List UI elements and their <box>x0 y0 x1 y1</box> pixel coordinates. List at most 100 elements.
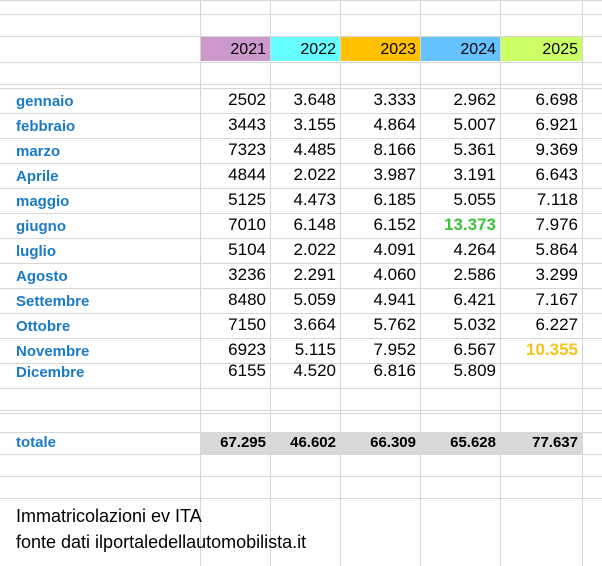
grid-row-line <box>0 238 602 239</box>
cell-value[interactable]: 7.167 <box>535 290 578 309</box>
grid-row-line <box>0 0 602 1</box>
cell-value[interactable]: 7.118 <box>536 190 578 209</box>
total-cell[interactable]: 66.309 <box>341 432 420 454</box>
cell-value[interactable]: 7323 <box>228 140 266 159</box>
cell-value[interactable]: 5.361 <box>453 140 496 159</box>
year-header-2024[interactable]: 2024 <box>421 37 500 61</box>
month-label[interactable]: marzo <box>16 143 61 160</box>
cell-value[interactable]: 2.022 <box>293 165 336 184</box>
cell-value[interactable]: 3.664 <box>293 315 336 334</box>
cell-value[interactable]: 3.299 <box>535 265 578 284</box>
cell-value[interactable]: 5.864 <box>535 240 578 259</box>
note-title[interactable]: Immatricolazioni ev ITA <box>16 506 202 526</box>
cell-value[interactable]: 7.952 <box>373 340 416 359</box>
grid-row-line <box>0 498 602 499</box>
cell-value[interactable]: 6.227 <box>535 315 578 334</box>
grid-row-line <box>0 476 602 477</box>
grid-row-line <box>0 84 602 85</box>
month-label[interactable]: Agosto <box>16 268 68 285</box>
cell-value[interactable]: 4.520 <box>293 361 336 380</box>
cell-value[interactable]: 2502 <box>228 90 266 109</box>
grid-column-line <box>420 0 421 566</box>
month-label[interactable]: Dicembre <box>16 364 85 381</box>
cell-value[interactable]: 2.586 <box>453 265 496 284</box>
note-source[interactable]: fonte dati ilportaledellautomobilista.it <box>16 532 307 552</box>
cell-value[interactable]: 3236 <box>228 265 266 284</box>
cell-value[interactable]: 3443 <box>228 115 266 134</box>
cell-value[interactable]: 9.369 <box>535 140 578 159</box>
year-header-2023[interactable]: 2023 <box>341 37 420 61</box>
cell-value[interactable]: 13.373 <box>444 215 496 234</box>
total-label[interactable]: totale <box>16 434 57 451</box>
grid-row-line <box>0 213 602 214</box>
grid-row-line <box>0 138 602 139</box>
cell-value[interactable]: 3.987 <box>373 165 416 184</box>
month-label[interactable]: Novembre <box>16 343 90 360</box>
cell-value[interactable]: 6.185 <box>373 190 416 209</box>
grid-row-line <box>0 410 602 411</box>
cell-value[interactable]: 4.060 <box>373 265 416 284</box>
cell-value[interactable]: 3.648 <box>293 90 336 109</box>
month-label[interactable]: gennaio <box>16 93 74 110</box>
cell-value[interactable]: 7010 <box>228 215 266 234</box>
month-label[interactable]: luglio <box>16 243 56 260</box>
month-label[interactable]: giugno <box>16 218 66 235</box>
cell-value[interactable]: 8.166 <box>373 140 416 159</box>
cell-value[interactable]: 3.333 <box>373 90 416 109</box>
cell-value[interactable]: 7.976 <box>535 215 578 234</box>
cell-value[interactable]: 3.191 <box>453 165 496 184</box>
cell-value[interactable]: 5.762 <box>373 315 416 334</box>
cell-value[interactable]: 4844 <box>228 165 266 184</box>
cell-value[interactable]: 5.059 <box>293 290 336 309</box>
cell-value[interactable]: 5.007 <box>453 115 496 134</box>
total-cell[interactable]: 65.628 <box>421 432 500 454</box>
cell-value[interactable]: 3.155 <box>293 115 336 134</box>
year-header-2022[interactable]: 2022 <box>271 37 340 61</box>
cell-value[interactable]: 7150 <box>228 315 266 334</box>
grid-row-line <box>0 413 602 414</box>
month-label[interactable]: Aprile <box>16 168 59 185</box>
cell-value[interactable] <box>500 361 578 381</box>
month-label[interactable]: Settembre <box>16 293 90 310</box>
cell-value[interactable]: 6.421 <box>453 290 496 309</box>
cell-value[interactable]: 4.473 <box>293 190 336 209</box>
cell-value[interactable]: 6.698 <box>535 90 578 109</box>
cell-value[interactable]: 6155 <box>228 361 266 380</box>
total-cell[interactable]: 67.295 <box>201 432 270 454</box>
cell-value[interactable]: 6.567 <box>453 340 496 359</box>
cell-value[interactable]: 6.816 <box>373 361 416 380</box>
cell-value[interactable]: 4.091 <box>373 240 416 259</box>
cell-value[interactable]: 4.864 <box>373 115 416 134</box>
month-label[interactable]: maggio <box>16 193 70 210</box>
cell-value[interactable]: 5.115 <box>294 340 336 359</box>
year-header-2025[interactable]: 2025 <box>501 37 582 61</box>
cell-value[interactable]: 10.355 <box>526 340 578 359</box>
month-label[interactable]: Ottobre <box>16 318 71 335</box>
grid-column-line <box>500 0 501 566</box>
cell-value[interactable]: 8480 <box>228 290 266 309</box>
cell-value[interactable]: 6.643 <box>535 165 578 184</box>
cell-value[interactable]: 2.022 <box>293 240 336 259</box>
cell-value[interactable]: 5.032 <box>453 315 496 334</box>
total-cell[interactable]: 77.637 <box>501 432 582 454</box>
total-cell[interactable]: 46.602 <box>271 432 340 454</box>
grid-row-line <box>0 88 602 89</box>
cell-value[interactable]: 6.152 <box>373 215 416 234</box>
cell-value[interactable]: 2.291 <box>293 265 336 284</box>
cell-value[interactable]: 2.962 <box>453 90 496 109</box>
cell-value[interactable]: 4.485 <box>293 140 336 159</box>
cell-value[interactable]: 6.921 <box>535 115 578 134</box>
cell-value[interactable]: 5104 <box>228 240 266 259</box>
year-header-2021[interactable]: 2021 <box>201 37 270 61</box>
grid-row-line <box>0 338 602 339</box>
grid-column-line <box>200 0 201 566</box>
month-label[interactable]: febbraio <box>16 118 76 135</box>
cell-value[interactable]: 5125 <box>228 190 266 209</box>
cell-value[interactable]: 5.809 <box>453 361 496 380</box>
cell-value[interactable]: 4.941 <box>373 290 416 309</box>
cell-value[interactable]: 5.055 <box>453 190 496 209</box>
cell-value[interactable]: 4.264 <box>453 240 496 259</box>
cell-value[interactable]: 6.148 <box>293 215 336 234</box>
cell-value[interactable]: 6923 <box>228 340 266 359</box>
grid-row-line <box>0 163 602 164</box>
